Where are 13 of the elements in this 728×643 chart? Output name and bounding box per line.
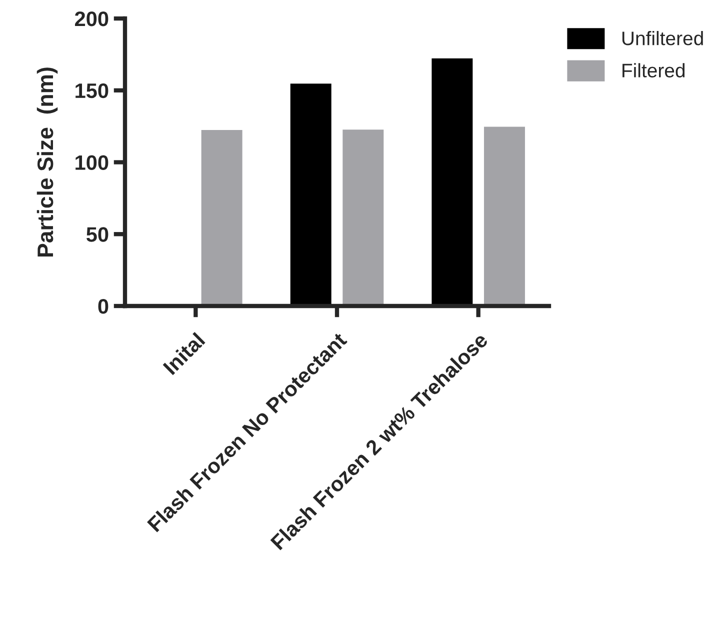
y-tick-label: 0 [98,299,108,314]
bar [290,84,332,306]
y-tick-label: 200 [74,12,108,26]
bar [484,126,525,306]
y-tick-label: 150 [76,83,108,98]
y-tick-label: 50 [86,227,108,242]
bar [201,130,242,306]
legend-label: Filtered [622,63,685,78]
bar [342,130,384,306]
y-axis-title: Particle Size (nm) [36,68,58,256]
bar [432,58,473,306]
legend-label: Unfiltered [622,30,703,46]
y-tick-label: 100 [76,155,108,170]
